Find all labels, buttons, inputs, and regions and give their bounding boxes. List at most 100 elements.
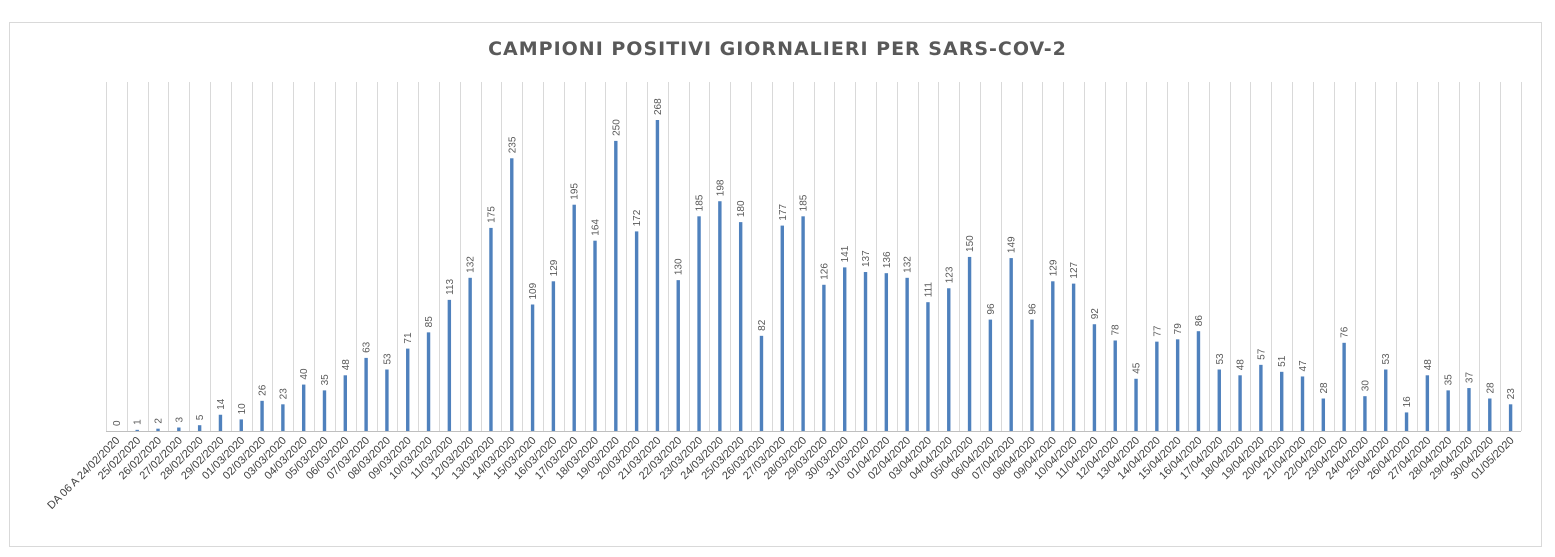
data-label: 126 (819, 263, 830, 280)
data-label: 57 (1256, 348, 1267, 360)
bar (510, 158, 514, 432)
bar (655, 120, 660, 431)
data-label: 86 (1194, 315, 1205, 327)
data-label: 37 (1464, 371, 1475, 383)
data-label: 71 (403, 332, 414, 344)
data-label: 51 (1277, 355, 1288, 367)
data-label: 16 (1402, 396, 1413, 408)
bar (1071, 283, 1076, 431)
data-label: 2 (154, 418, 165, 424)
data-label: 35 (1444, 374, 1455, 386)
bar (718, 201, 722, 431)
data-label: 172 (632, 209, 643, 226)
bar (426, 332, 431, 431)
bar (530, 304, 535, 431)
data-label: 111 (923, 282, 934, 298)
data-label: 175 (486, 206, 497, 223)
data-label: 45 (1132, 362, 1143, 374)
data-label: 198 (715, 179, 726, 196)
data-label: 132 (903, 256, 914, 273)
bar (1342, 342, 1346, 431)
data-label: 123 (944, 266, 955, 283)
data-label: 268 (653, 98, 664, 115)
data-label: 48 (1423, 359, 1434, 371)
bar (1217, 369, 1221, 431)
bar (843, 267, 847, 431)
bar (1134, 378, 1138, 431)
bar (447, 299, 452, 431)
data-label: 48 (1236, 359, 1247, 371)
data-label: 28 (1319, 382, 1330, 394)
data-label: 0 (112, 420, 123, 426)
bar (489, 227, 493, 431)
data-label: 137 (861, 250, 872, 267)
data-label: 82 (757, 319, 768, 331)
data-label: 127 (1069, 261, 1080, 278)
bar (1446, 390, 1450, 431)
data-label: 96 (986, 303, 997, 315)
data-label: 132 (466, 256, 477, 273)
bar (884, 273, 889, 431)
data-label: 85 (424, 316, 435, 328)
bar (156, 428, 160, 431)
bar (281, 404, 285, 431)
data-label: 129 (1048, 259, 1059, 276)
bar (1467, 388, 1471, 431)
data-label: 113 (445, 278, 456, 294)
data-label: 30 (1360, 380, 1371, 392)
bar (1508, 404, 1513, 431)
data-label: 185 (799, 194, 810, 211)
data-label: 28 (1485, 382, 1496, 394)
data-label: 130 (674, 258, 685, 275)
bar (1113, 340, 1117, 431)
data-label: 26 (258, 384, 269, 396)
bar (738, 222, 743, 431)
bar (1300, 376, 1305, 431)
data-label: 1 (133, 419, 144, 425)
bar (988, 319, 993, 431)
data-label: 53 (1215, 353, 1226, 365)
bar (260, 400, 264, 431)
bar (1488, 398, 1492, 431)
data-label: 47 (1298, 360, 1309, 372)
data-label: 177 (778, 203, 789, 220)
bar (593, 240, 597, 431)
data-label: 79 (1173, 323, 1184, 335)
data-label: 96 (1027, 303, 1038, 315)
data-label: 23 (1506, 388, 1517, 400)
data-label: 53 (1381, 353, 1392, 365)
bar (1321, 398, 1326, 431)
data-label: 40 (299, 368, 310, 380)
data-label: 141 (840, 245, 851, 262)
bar (1051, 281, 1055, 431)
data-label: 164 (591, 219, 602, 236)
bar (822, 284, 826, 431)
bar (1259, 364, 1263, 431)
data-label: 23 (278, 388, 289, 400)
bar (1425, 375, 1430, 431)
data-label: 235 (507, 136, 518, 153)
data-label: 78 (1111, 324, 1122, 336)
bar (385, 369, 389, 431)
bar (926, 302, 930, 431)
bar (634, 231, 639, 431)
data-label: 136 (882, 251, 893, 268)
bar (301, 384, 306, 431)
bar (239, 419, 243, 431)
bar (801, 216, 805, 431)
bar (1196, 331, 1201, 431)
data-label: 180 (736, 200, 747, 217)
bar (364, 357, 368, 431)
bar (135, 429, 139, 431)
bar (343, 375, 347, 431)
bar (1238, 375, 1242, 431)
data-label: 35 (320, 374, 331, 386)
bar (1009, 258, 1013, 431)
bar (322, 390, 327, 431)
data-label: 109 (528, 282, 539, 299)
bar (1404, 412, 1409, 431)
data-label: 53 (382, 353, 393, 365)
bar (551, 281, 556, 431)
data-label: 195 (570, 183, 581, 200)
